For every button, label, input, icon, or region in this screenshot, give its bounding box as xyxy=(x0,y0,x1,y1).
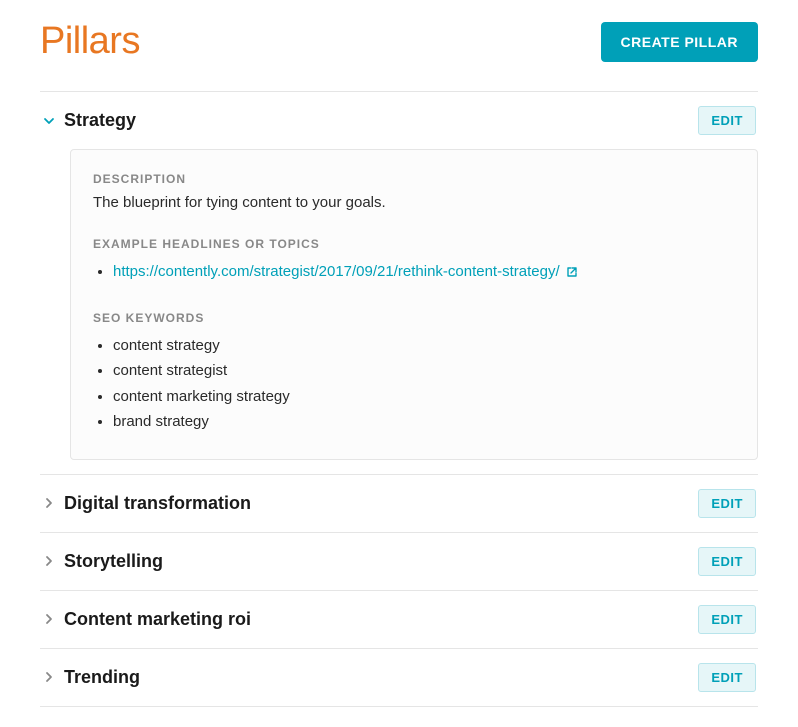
edit-button[interactable]: EDIT xyxy=(698,489,756,518)
pillar-toggle[interactable]: Storytelling xyxy=(42,551,163,572)
detail-box: DESCRIPTION The blueprint for tying cont… xyxy=(70,149,758,460)
chevron-right-icon xyxy=(42,554,56,568)
chevron-down-icon xyxy=(42,114,56,128)
external-link-icon xyxy=(566,266,578,278)
pillar-details: DESCRIPTION The blueprint for tying cont… xyxy=(40,149,758,475)
list-item: content marketing strategy xyxy=(113,384,735,410)
pillar-title: Digital transformation xyxy=(64,493,251,514)
chevron-right-icon xyxy=(42,612,56,626)
chevron-right-icon xyxy=(42,670,56,684)
example-link[interactable]: https://contently.com/strategist/2017/09… xyxy=(113,259,578,285)
seo-keywords-label: SEO KEYWORDS xyxy=(93,311,735,325)
link-text: https://contently.com/strategist/2017/09… xyxy=(113,259,560,285)
pillar-toggle[interactable]: Content marketing roi xyxy=(42,609,251,630)
pillar-row: Digital transformation EDIT xyxy=(40,475,758,533)
pillar-row: Trending EDIT xyxy=(40,649,758,707)
edit-button[interactable]: EDIT xyxy=(698,663,756,692)
pillar-title: Strategy xyxy=(64,110,136,131)
pillar-toggle[interactable]: Trending xyxy=(42,667,140,688)
list-item: content strategist xyxy=(113,358,735,384)
list-item: https://contently.com/strategist/2017/09… xyxy=(113,259,735,285)
pillar-row: Strategy EDIT xyxy=(40,92,758,149)
description-text: The blueprint for tying content to your … xyxy=(93,194,735,211)
pillar-row: Content marketing roi EDIT xyxy=(40,591,758,649)
list-item: content strategy xyxy=(113,333,735,359)
description-label: DESCRIPTION xyxy=(93,172,735,186)
pillar-toggle[interactable]: Digital transformation xyxy=(42,493,251,514)
pillar-toggle[interactable]: Strategy xyxy=(42,110,136,131)
edit-button[interactable]: EDIT xyxy=(698,106,756,135)
seo-keywords-list: content strategy content strategist cont… xyxy=(93,333,735,435)
edit-button[interactable]: EDIT xyxy=(698,605,756,634)
example-links-list: https://contently.com/strategist/2017/09… xyxy=(93,259,735,285)
pillar-list: Strategy EDIT DESCRIPTION The blueprint … xyxy=(40,91,758,707)
pillar-row: Storytelling EDIT xyxy=(40,533,758,591)
chevron-right-icon xyxy=(42,496,56,510)
page-title: Pillars xyxy=(40,20,140,63)
create-pillar-button[interactable]: CREATE PILLAR xyxy=(601,22,758,62)
edit-button[interactable]: EDIT xyxy=(698,547,756,576)
pillar-title: Trending xyxy=(64,667,140,688)
pillar-title: Content marketing roi xyxy=(64,609,251,630)
example-headlines-label: EXAMPLE HEADLINES OR TOPICS xyxy=(93,237,735,251)
list-item: brand strategy xyxy=(113,409,735,435)
pillar-title: Storytelling xyxy=(64,551,163,572)
